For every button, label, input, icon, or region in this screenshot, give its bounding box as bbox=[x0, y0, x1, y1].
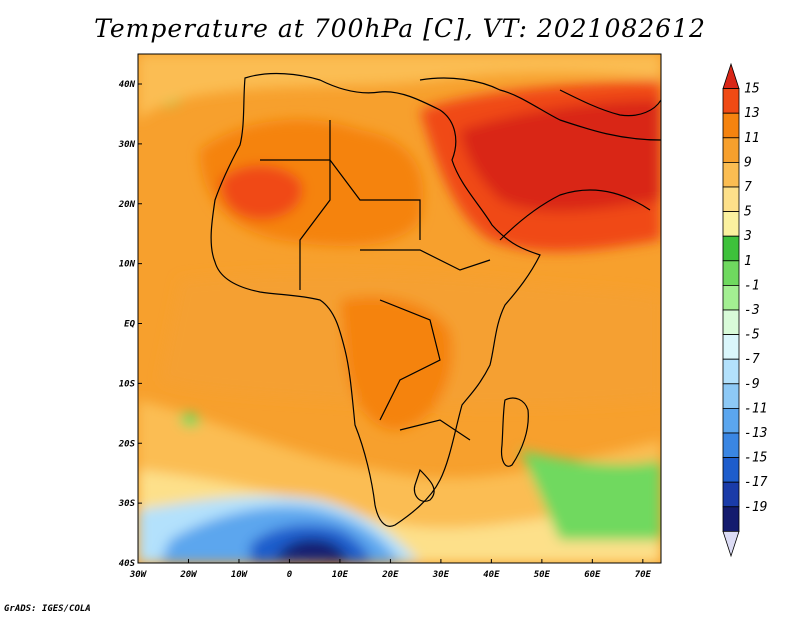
colorbar: 15 13 11 9 7 5 3 1 -1 -3 -5 -7 -9 -11 -13 -15 -17 -19 bbox=[722, 62, 768, 558]
colorbar-label: 11 bbox=[744, 131, 760, 146]
temperature-field bbox=[138, 54, 661, 563]
lat-label: 10S bbox=[119, 379, 136, 389]
longitude-labels: 30W 20W 10W 0 10E 20E 30E 40E 50E 60E 70E bbox=[129, 570, 652, 580]
lon-label: 50E bbox=[534, 570, 551, 580]
colorbar-swatch bbox=[722, 407, 740, 434]
lat-label: 40S bbox=[119, 559, 136, 569]
lat-label: EQ bbox=[124, 320, 135, 330]
lat-label: 30N bbox=[118, 140, 136, 150]
lat-label: 40N bbox=[119, 80, 136, 90]
colorbar-label: -3 bbox=[744, 303, 760, 318]
colorbar-label: -7 bbox=[744, 352, 760, 367]
colorbar-swatch bbox=[722, 334, 740, 360]
colorbar-label: -19 bbox=[744, 500, 767, 515]
colorbar-label: -1 bbox=[744, 278, 760, 293]
lon-label: 20E bbox=[381, 570, 399, 580]
colorbar-label: -11 bbox=[744, 401, 767, 416]
lat-label: 30S bbox=[118, 499, 136, 509]
colorbar-label: -17 bbox=[744, 475, 768, 490]
lon-label: 10E bbox=[332, 570, 349, 580]
colorbar-label: 13 bbox=[744, 106, 760, 121]
coastlines bbox=[210, 72, 661, 527]
colorbar-swatch bbox=[722, 383, 740, 409]
colorbar-label: -5 bbox=[744, 328, 760, 343]
colorbar-swatch bbox=[722, 457, 740, 483]
chart-title: Temperature at 700hPa [C], VT: 202108261… bbox=[94, 14, 706, 43]
colorbar-swatch bbox=[722, 284, 740, 311]
colorbar-swatch bbox=[722, 112, 740, 139]
colorbar-swatch bbox=[722, 88, 740, 114]
lon-label: 40E bbox=[483, 570, 500, 580]
colorbar-swatch bbox=[722, 531, 740, 558]
colorbar-label: 3 bbox=[743, 229, 752, 244]
colorbar-swatch bbox=[722, 481, 740, 508]
colorbar-label: 9 bbox=[744, 155, 752, 170]
lon-label: 0 bbox=[287, 570, 293, 580]
colorbar-swatch bbox=[722, 235, 740, 262]
map-frame bbox=[137, 53, 662, 564]
latitude-labels: 40N 30N 20N 10N EQ 10S 20S 30S 40S bbox=[118, 80, 136, 569]
colorbar-label: 5 bbox=[744, 205, 752, 220]
colorbar-swatch bbox=[722, 137, 740, 163]
colorbar-swatch bbox=[722, 506, 740, 532]
lon-label: 30E bbox=[432, 570, 450, 580]
colorbar-label: 1 bbox=[744, 254, 752, 269]
lat-label: 20N bbox=[118, 200, 136, 210]
lon-label: 30W bbox=[129, 570, 148, 580]
colorbar-swatch bbox=[722, 309, 740, 336]
colorbar-label: -9 bbox=[744, 377, 760, 392]
colorbar-label: -13 bbox=[744, 426, 767, 441]
colorbar-label: -15 bbox=[744, 451, 768, 466]
lon-label: 70E bbox=[635, 570, 652, 580]
lon-label: 10W bbox=[231, 570, 249, 580]
colorbar-swatch bbox=[722, 358, 740, 385]
colorbar-swatch bbox=[722, 211, 740, 237]
colorbar-swatch bbox=[722, 161, 740, 188]
colorbar-swatch bbox=[722, 260, 740, 286]
colorbar-swatch bbox=[722, 432, 740, 459]
lat-label: 10N bbox=[119, 260, 136, 270]
colorbar-swatch bbox=[722, 62, 740, 89]
lon-label: 20W bbox=[179, 570, 198, 580]
colorbar-label: 15 bbox=[744, 82, 760, 97]
credit-label: GrADS: IGES/COLA bbox=[4, 604, 91, 614]
lat-label: 20S bbox=[118, 439, 136, 449]
colorbar-label: 7 bbox=[744, 180, 752, 195]
colorbar-swatch bbox=[722, 186, 740, 213]
lon-label: 60E bbox=[584, 570, 601, 580]
